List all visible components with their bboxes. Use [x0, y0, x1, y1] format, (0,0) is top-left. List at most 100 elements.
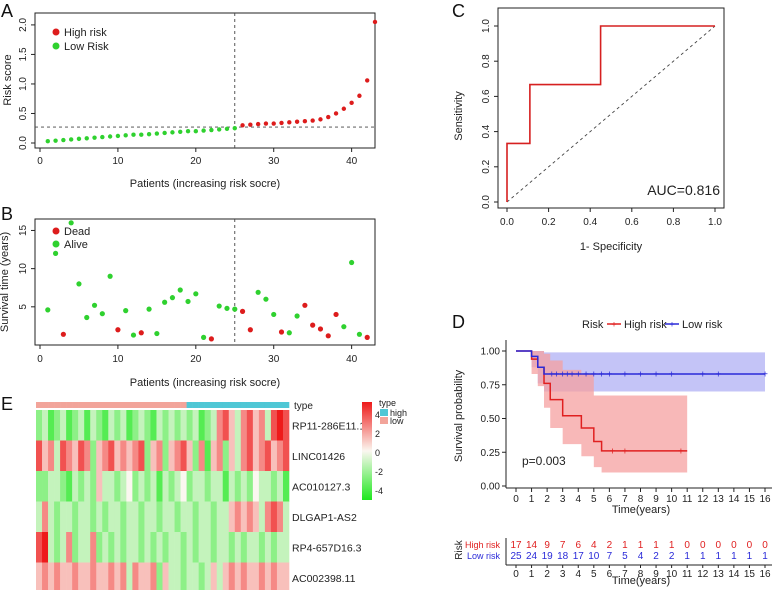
heatmap-cell	[138, 440, 145, 472]
heatmap-cell	[90, 501, 97, 533]
heatmap-cell	[144, 471, 151, 502]
risk-table-count: 1	[700, 551, 706, 562]
heatmap-cell	[54, 471, 61, 502]
heatmap-cell	[228, 532, 236, 563]
heatmap-cell	[114, 471, 121, 502]
heatmap-cell	[216, 501, 224, 533]
panel-c-roc-curve	[506, 25, 715, 202]
heatmap-type-annotation-cell	[240, 402, 248, 408]
heatmap-cell	[54, 532, 61, 563]
survival-point-dead	[325, 333, 331, 339]
heatmap-cell	[78, 440, 85, 472]
heatmap-type-annotation-cell	[198, 402, 205, 408]
risk-score-point-high	[333, 111, 339, 116]
heatmap-cell	[60, 532, 67, 563]
heatmap-type-annotation-cell	[120, 402, 127, 408]
heatmap-cell	[156, 410, 163, 441]
heatmap-cell	[114, 562, 121, 590]
legend-alive-marker	[52, 240, 60, 248]
risk-score-point-high	[357, 93, 362, 98]
heatmap-cell	[276, 501, 284, 533]
heatmap-cell	[150, 532, 157, 563]
heatmap-cell	[222, 501, 230, 533]
heatmap-cell	[66, 410, 73, 441]
panel-a-xlabel: Patients (increasing risk socre)	[130, 178, 280, 190]
risk-score-point-low	[53, 138, 58, 143]
survival-point-alive	[146, 306, 152, 312]
heatmap-cell	[42, 562, 49, 590]
heatmap-cell	[252, 501, 260, 533]
risk-table-count: 1	[638, 540, 644, 551]
survival-point-dead	[138, 330, 144, 336]
panel-a-xtick-label: 10	[112, 156, 124, 167]
panel-b-legend: Dead Alive	[52, 226, 90, 251]
heatmap-cell	[42, 501, 49, 533]
risk-table-count: 0	[684, 540, 690, 551]
heatmap-cell	[270, 471, 278, 502]
survival-point-alive	[286, 330, 292, 336]
heatmap-cell	[72, 562, 79, 590]
heatmap-cell	[132, 410, 139, 441]
heatmap-cell	[258, 471, 266, 502]
survival-point-dead	[364, 334, 370, 340]
heatmap-type-annotation-cell	[54, 402, 61, 408]
low-risk-survival-curve	[516, 350, 765, 375]
heatmap-cell	[174, 471, 181, 502]
legend-low-risk-cross: +	[669, 320, 674, 330]
heatmap-cell	[198, 532, 205, 563]
heatmap-type-annotation-cell	[48, 402, 55, 408]
heatmap-type-legend: type high low	[379, 398, 407, 426]
panel-d-xlabel: Time(years)	[612, 504, 670, 516]
heatmap-cell	[264, 501, 272, 533]
heatmap-cell	[54, 501, 61, 533]
heatmap-cell	[84, 532, 91, 563]
heatmap-cell	[66, 440, 73, 472]
heatmap-cell	[138, 471, 145, 502]
survival-point-alive	[271, 311, 277, 318]
risk-table-count: 0	[747, 540, 753, 551]
high-risk-censor-mark: +	[622, 446, 628, 457]
heatmap-type-annotation-cell	[102, 402, 109, 408]
heatmap-cell	[210, 532, 218, 563]
risk-table-xtick-label: 1	[529, 569, 535, 580]
heatmap-cell	[96, 440, 103, 472]
heatmap-cell	[216, 440, 224, 472]
heatmap-cell	[174, 410, 181, 441]
heatmap-type-annotation-cell	[270, 402, 278, 408]
heatmap-cell	[42, 410, 49, 441]
heatmap-cell	[252, 471, 260, 502]
panel-d-xtick-label: 5	[591, 494, 597, 505]
heatmap-cell	[270, 440, 278, 472]
low-risk-censor-mark: +	[700, 369, 706, 380]
risk-score-point-high	[372, 19, 378, 25]
heatmap-cell	[144, 410, 151, 441]
heatmap-cell	[174, 562, 181, 590]
heatmap-cell	[234, 501, 242, 533]
heatmap-cell	[198, 562, 205, 590]
legend-km-low-risk-label: Low risk	[682, 319, 723, 331]
heatmap-cell	[264, 562, 272, 590]
panel-e-letter: E	[1, 394, 13, 414]
legend-low-risk-label: Low Risk	[64, 41, 109, 53]
survival-point-alive	[341, 324, 347, 330]
heatmap-type-annotation-cell	[156, 402, 163, 408]
panel-d-pvalue: p=0.003	[522, 454, 566, 468]
panel-b-ytick-label: 5	[18, 304, 29, 310]
heatmap-cell	[282, 410, 290, 441]
heatmap-cell	[228, 471, 236, 502]
survival-point-alive	[162, 299, 168, 305]
heatmap-cell	[90, 440, 97, 472]
panel-c-plot-frame	[497, 7, 725, 209]
heatmap-cell	[144, 501, 151, 533]
panel-a-letter: A	[1, 1, 13, 21]
heatmap-cell	[264, 471, 272, 502]
color-scale-tick: 4	[375, 410, 380, 420]
heatmap-cell	[270, 501, 278, 533]
heatmap-cell	[114, 440, 121, 472]
risk-score-point-low	[216, 127, 222, 132]
heatmap-cell	[36, 532, 43, 563]
panel-d-ytick-label: 0.25	[481, 448, 501, 459]
heatmap-type-annotation-cell	[228, 402, 236, 408]
survival-point-dead	[333, 311, 339, 318]
heatmap-cell	[180, 410, 187, 441]
